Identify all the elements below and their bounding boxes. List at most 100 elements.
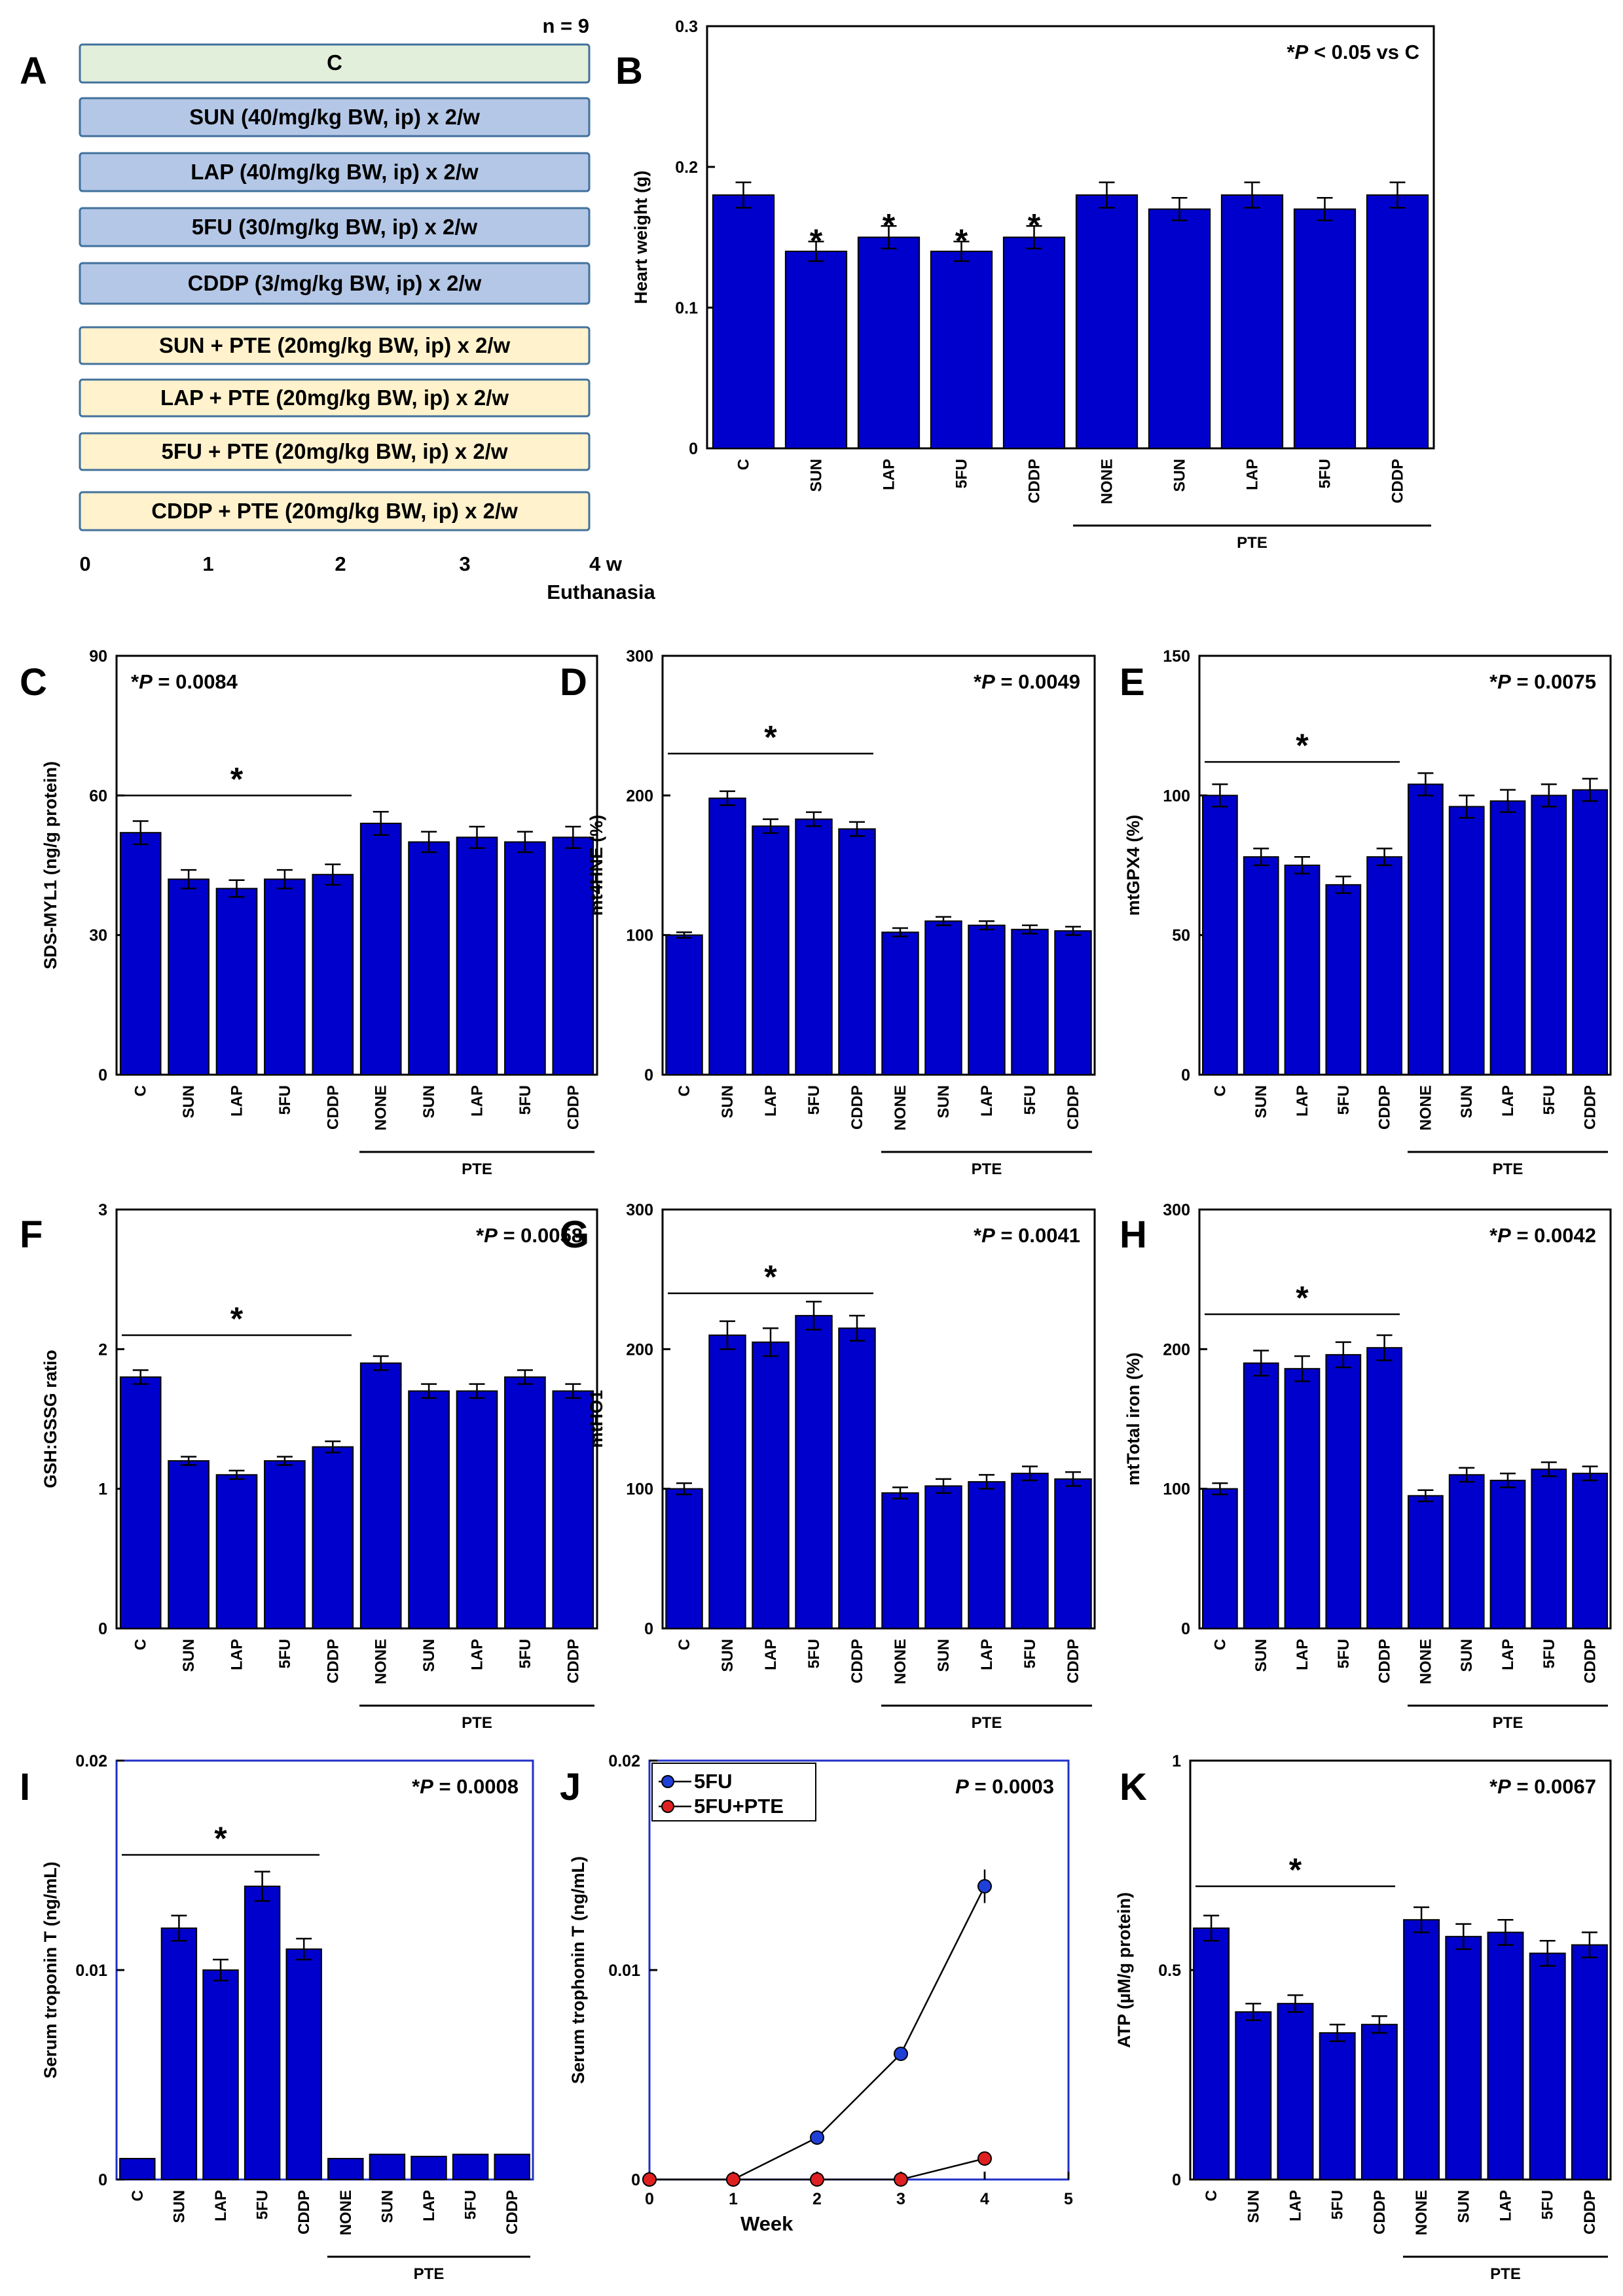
pte-group-label: PTE (1493, 1160, 1523, 1178)
bar-sun-6 (924, 920, 962, 1076)
annotation-rest: < 0.05 vs C (1308, 41, 1419, 63)
data-point-0-2 (810, 2130, 824, 2145)
y-axis-label: mtGPX4 (%) (1123, 815, 1143, 916)
y-tick-label: 200 (626, 787, 653, 805)
panel-label-h: H (1120, 1213, 1147, 1256)
category-label: 5FU (1539, 2190, 1557, 2219)
category-label: SUN (1458, 1639, 1476, 1672)
significance-annotation: *P < 0.05 vs C (1286, 41, 1419, 63)
y-tick-label: 0.02 (75, 1752, 107, 1770)
panel-label-d: D (560, 661, 587, 704)
category-label: 5FU (517, 1639, 534, 1668)
annotation-rest: = 0.0041 (995, 1224, 1080, 1247)
data-point-1-4 (977, 2151, 992, 2166)
y-tick-label: 0 (644, 1620, 653, 1638)
y-tick-label: 30 (89, 927, 107, 945)
significance-star: * (883, 207, 896, 243)
annotation-p: P (955, 1775, 969, 1798)
bar-5fu-8 (504, 1376, 546, 1629)
significance-star: * (1028, 207, 1041, 243)
bar-5fu-8 (1531, 795, 1567, 1076)
bar-cddp-4 (285, 1948, 322, 2180)
group-box-5-label: SUN + PTE (20mg/kg BW, ip) x 2/w (159, 333, 511, 357)
bar-sun-1 (708, 797, 746, 1075)
category-label: LAP (469, 1639, 486, 1670)
y-tick-label: 150 (1163, 647, 1190, 666)
annotation-star: * (1489, 1775, 1498, 1798)
y-axis-label: Serum troponin T (ng/mL) (41, 1861, 60, 2078)
annotation-star: * (1286, 41, 1295, 63)
bar-cddp-9 (552, 836, 594, 1076)
bar-5fu-8 (1293, 208, 1357, 449)
bar-5fu-8 (1011, 1473, 1049, 1629)
plot-frame (115, 1208, 598, 1630)
category-label: NONE (1413, 2190, 1431, 2235)
category-label: CDDP (1371, 2190, 1389, 2234)
y-tick-label: 200 (1163, 1340, 1190, 1359)
group-box-2-rect (79, 152, 591, 192)
y-axis-label: mt4HNE (%) (587, 815, 606, 916)
category-label: 5FU (1541, 1639, 1558, 1668)
category-label: C (735, 459, 753, 470)
y-tick-label: 0 (644, 1066, 653, 1085)
annotation-star: * (131, 670, 139, 693)
category-label: 5FU (1021, 1639, 1039, 1668)
group-box-0: C (79, 43, 591, 84)
annotation-star: * (1489, 670, 1498, 693)
y-tick-label: 0 (1181, 1066, 1190, 1085)
annotation-p: P (1497, 1775, 1511, 1798)
legend-entry-1: 5FU+PTE (694, 1795, 784, 1818)
bar-lap-7 (1489, 1479, 1526, 1630)
y-tick-label: 3 (98, 1201, 107, 1219)
plot-frame (648, 1759, 1070, 2181)
significance-annotation: *P = 0.0058 (476, 1224, 583, 1247)
week-tick-0: 0 (79, 552, 90, 575)
bar-lap-2 (1284, 1368, 1321, 1629)
legend-box (651, 1763, 816, 1821)
x-tick-label: 1 (729, 2190, 738, 2208)
group-box-3: 5FU (30/mg/kg BW, ip) x 2/w (79, 207, 591, 247)
annotation-p: P (981, 1224, 995, 1247)
x-tick-label: 3 (896, 2190, 905, 2208)
category-label: SUN (420, 1085, 438, 1119)
panel-c-chart: C 0 30 60 90 SDS-MYL1 (ng/g protein) C SUN LAP 5F… (20, 647, 598, 1178)
bar-c-0 (119, 1376, 162, 1629)
group-box-7-rect (79, 432, 591, 471)
bar-sun-6 (1148, 208, 1211, 449)
group-box-0-label: C (327, 50, 342, 75)
category-label: CDDP (848, 1085, 866, 1130)
bar-cddp-4 (1002, 236, 1066, 449)
category-label: NONE (1417, 1085, 1434, 1130)
category-label: 5FU (1541, 1085, 1558, 1115)
annotation-p: P (1497, 1224, 1511, 1247)
bar-none-5 (881, 1492, 919, 1629)
category-label: 5FU (462, 2190, 480, 2219)
category-label: SUN (170, 2190, 188, 2223)
significance-annotation: *P = 0.0049 (974, 670, 1080, 693)
week-tick-2: 2 (335, 552, 346, 575)
category-label: SUN (719, 1085, 737, 1119)
category-label: SUN (1245, 2190, 1262, 2223)
category-label: NONE (337, 2190, 355, 2235)
category-label: C (1203, 2190, 1220, 2201)
plot-frame (706, 25, 1435, 450)
data-point-1-2 (810, 2172, 824, 2187)
bar-sun-1 (784, 251, 848, 449)
data-point-1-1 (726, 2172, 740, 2187)
panel-label-g: G (560, 1213, 589, 1256)
sample-size-label: n = 9 (542, 14, 589, 37)
category-label: CDDP (848, 1639, 866, 1683)
y-tick-label: 50 (1172, 927, 1190, 945)
y-tick-label: 1 (98, 1480, 107, 1499)
y-tick-label: 0.1 (675, 299, 698, 317)
category-label: CDDP (1389, 459, 1407, 503)
y-tick-label: 100 (1163, 787, 1190, 805)
y-axis-label: ATP (µM/g protein) (1114, 1892, 1134, 2048)
y-tick-label: 2 (98, 1340, 107, 1359)
bar-5fu-3 (930, 251, 993, 449)
bar-cddp-9 (1572, 789, 1608, 1076)
bar-5fu-3 (1319, 2032, 1356, 2180)
y-tick-label: 0 (98, 2171, 107, 2189)
annotation-star: * (1489, 1224, 1498, 1247)
annotation-p: P (981, 670, 995, 693)
